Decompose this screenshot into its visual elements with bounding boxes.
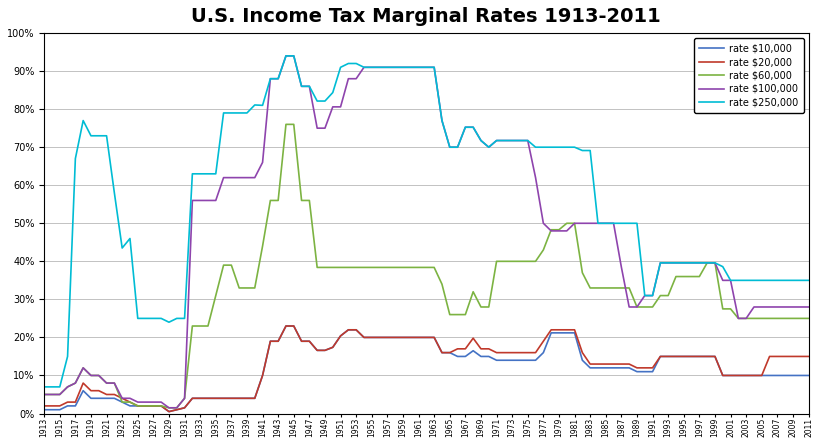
rate $10,000	[39, 407, 49, 412]
Line: rate $10,000: rate $10,000	[44, 326, 808, 412]
rate $60,000	[39, 392, 49, 397]
rate $250,000	[281, 53, 291, 59]
Line: rate $250,000: rate $250,000	[44, 56, 808, 387]
rate $60,000	[460, 312, 470, 317]
rate $100,000	[164, 405, 174, 410]
rate $10,000	[281, 323, 291, 329]
rate $100,000	[250, 175, 260, 180]
rate $60,000	[654, 293, 664, 298]
Line: rate $60,000: rate $60,000	[44, 124, 808, 408]
rate $10,000	[226, 396, 236, 401]
rate $20,000	[250, 396, 260, 401]
rate $100,000	[654, 260, 664, 266]
rate $100,000	[437, 118, 446, 123]
Line: rate $100,000: rate $100,000	[44, 56, 808, 408]
rate $100,000	[803, 304, 812, 309]
rate $20,000	[654, 354, 664, 359]
rate $60,000	[164, 405, 174, 410]
rate $60,000	[250, 285, 260, 291]
rate $100,000	[281, 53, 291, 59]
rate $10,000	[288, 323, 298, 329]
rate $20,000	[803, 354, 812, 359]
rate $20,000	[164, 409, 174, 414]
Line: rate $20,000: rate $20,000	[44, 326, 808, 412]
rate $10,000	[460, 354, 470, 359]
rate $20,000	[288, 323, 298, 329]
rate $60,000	[226, 262, 236, 268]
rate $250,000	[452, 145, 462, 150]
rate $20,000	[437, 350, 446, 355]
rate $100,000	[288, 53, 298, 59]
rate $100,000	[226, 175, 236, 180]
rate $250,000	[39, 384, 49, 389]
rate $100,000	[460, 125, 470, 130]
rate $250,000	[647, 293, 657, 298]
rate $250,000	[803, 278, 812, 283]
rate $60,000	[281, 122, 291, 127]
rate $100,000	[39, 392, 49, 397]
rate $20,000	[281, 323, 291, 329]
rate $10,000	[803, 373, 812, 378]
rate $10,000	[654, 354, 664, 359]
rate $20,000	[460, 346, 470, 352]
rate $250,000	[273, 76, 283, 81]
rate $20,000	[226, 396, 236, 401]
rate $250,000	[242, 110, 251, 115]
rate $10,000	[250, 396, 260, 401]
rate $10,000	[437, 350, 446, 355]
rate $60,000	[803, 316, 812, 321]
Title: U.S. Income Tax Marginal Rates 1913-2011: U.S. Income Tax Marginal Rates 1913-2011	[192, 7, 660, 26]
rate $20,000	[39, 403, 49, 408]
Legend: rate $10,000, rate $20,000, rate $60,000, rate $100,000, rate $250,000: rate $10,000, rate $20,000, rate $60,000…	[693, 38, 803, 113]
rate $250,000	[428, 65, 438, 70]
rate $60,000	[288, 122, 298, 127]
rate $10,000	[164, 409, 174, 414]
rate $250,000	[219, 110, 229, 115]
rate $60,000	[437, 281, 446, 287]
